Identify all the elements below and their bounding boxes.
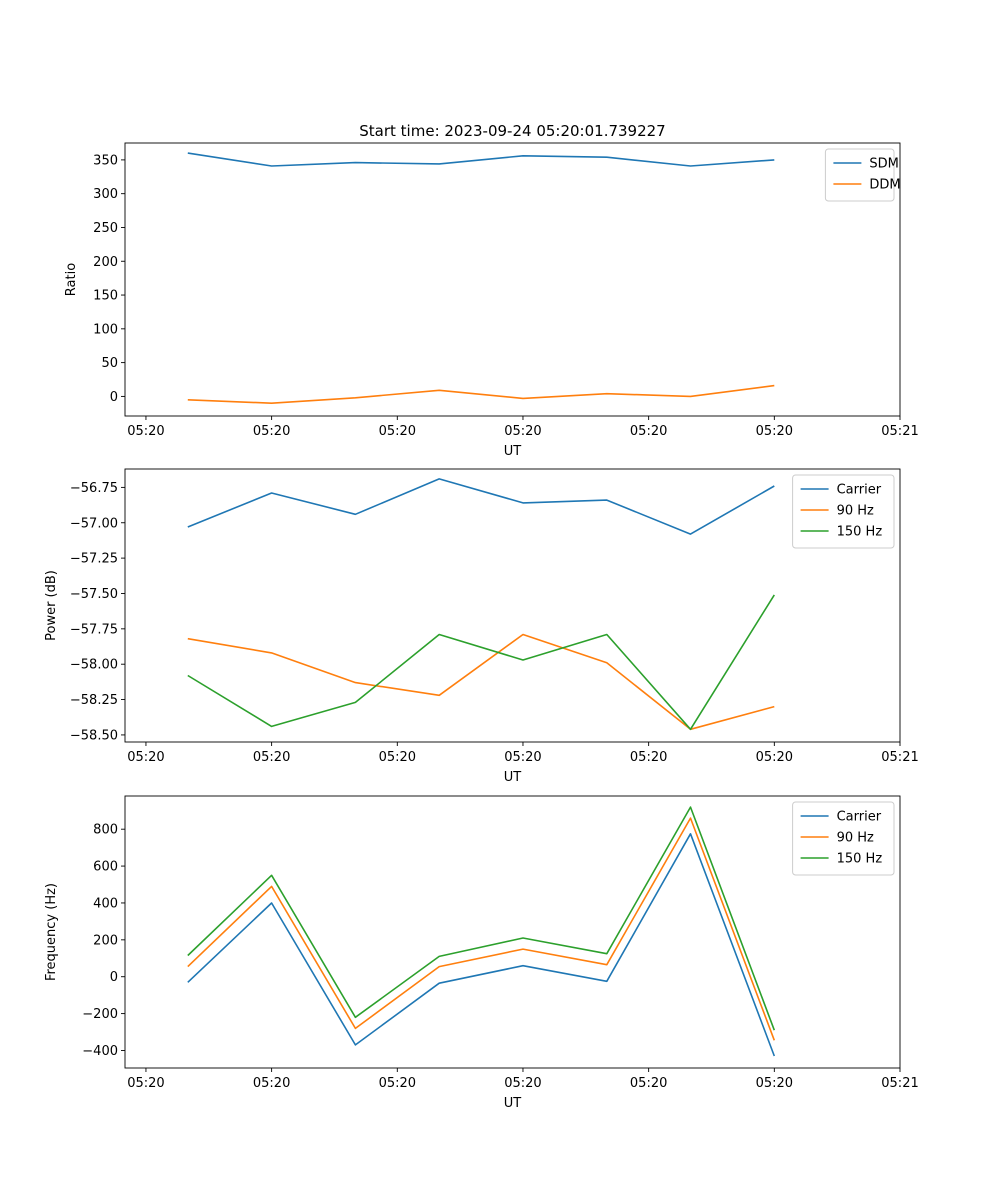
x-axis-label: UT — [504, 770, 522, 785]
y-tick-label: 300 — [93, 187, 118, 202]
x-tick-label: 05:21 — [881, 750, 918, 765]
legend-label: SDM — [869, 157, 898, 172]
series-line-90-hz — [187, 817, 776, 1041]
chart-panel-1: 05:20 05:20 05:20 05:20 05:20 05:20 05:21 0 50 10… — [64, 142, 919, 459]
y-tick-label: −57.75 — [70, 622, 118, 637]
y-tick-label: 100 — [93, 322, 118, 337]
x-tick-label: 05:20 — [379, 424, 416, 439]
x-tick-label: 05:20 — [630, 1076, 667, 1091]
x-tick-label: 05:20 — [253, 1076, 290, 1091]
chart-panel-2: 05:20 05:20 05:20 05:20 05:20 05:20 05:21 −58.5… — [44, 468, 919, 785]
legend-label: DDM — [869, 178, 900, 193]
x-tick-label: 05:20 — [504, 424, 541, 439]
y-axis-label: Power (dB) — [44, 570, 59, 641]
x-axis-label: UT — [504, 444, 522, 459]
legend-box — [824, 148, 895, 202]
series-line-carrier — [187, 832, 776, 1057]
y-tick-label: −57.50 — [70, 587, 118, 602]
x-tick-label: 05:21 — [881, 1076, 918, 1091]
x-tick-label: 05:20 — [379, 750, 416, 765]
series-line-90-hz — [187, 633, 775, 731]
y-tick-label: 200 — [93, 933, 118, 948]
y-axis-label: Ratio — [64, 263, 79, 296]
y-tick-label: −56.75 — [70, 481, 118, 496]
x-tick-label: 05:20 — [253, 424, 290, 439]
x-tick-label: 05:20 — [127, 424, 164, 439]
chart-panel-3: 05:20 05:20 05:20 05:20 05:20 05:20 05:21 −400 −… — [44, 795, 919, 1111]
legend-label: 150 Hz — [837, 852, 883, 867]
legend-label: Carrier — [837, 810, 882, 825]
legend-label: 90 Hz — [837, 504, 874, 519]
y-tick-label: 150 — [93, 289, 118, 304]
y-tick-label: −58.50 — [70, 728, 118, 743]
x-tick-label: 05:20 — [127, 1076, 164, 1091]
legend-label: 90 Hz — [837, 831, 874, 846]
x-tick-label: 05:20 — [756, 750, 793, 765]
x-tick-label: 05:20 — [504, 1076, 541, 1091]
x-tick-label: 05:20 — [379, 1076, 416, 1091]
y-tick-label: −57.25 — [70, 552, 118, 567]
x-tick-label: 05:20 — [756, 1076, 793, 1091]
legend-box — [792, 474, 895, 549]
y-tick-label: 350 — [93, 153, 118, 168]
x-tick-label: 05:20 — [630, 750, 667, 765]
x-tick-label: 05:20 — [504, 750, 541, 765]
x-tick-label: 05:21 — [881, 424, 918, 439]
legend: SDM DDM — [824, 148, 901, 202]
y-tick-label: 50 — [101, 356, 118, 371]
axes-frame — [124, 142, 901, 417]
legend-box — [792, 801, 895, 876]
axes-frame — [124, 468, 901, 743]
y-tick-label: 250 — [93, 221, 118, 236]
y-tick-label: −400 — [82, 1044, 118, 1059]
legend: Carrier 90 Hz 150 Hz — [792, 474, 895, 549]
y-tick-label: 0 — [110, 390, 118, 405]
legend-label: Carrier — [837, 483, 882, 498]
series-line-sdm — [187, 152, 775, 167]
y-axis-label: Frequency (Hz) — [44, 883, 59, 981]
y-tick-label: 600 — [93, 860, 118, 875]
series-line-150-hz — [187, 594, 775, 731]
series-line-ddm — [187, 384, 775, 405]
y-tick-label: 800 — [93, 823, 118, 838]
x-axis-label: UT — [504, 1096, 522, 1111]
y-tick-label: 0 — [110, 970, 118, 985]
y-tick-label: −58.00 — [70, 658, 118, 673]
y-tick-label: −57.00 — [70, 516, 118, 531]
figure-title: Start time: 2023-09-24 05:20:01.739227 — [359, 122, 665, 140]
x-tick-label: 05:20 — [127, 750, 164, 765]
x-tick-label: 05:20 — [630, 424, 667, 439]
x-tick-label: 05:20 — [253, 750, 290, 765]
axes-frame — [124, 795, 901, 1069]
x-tick-label: 05:20 — [756, 424, 793, 439]
y-tick-label: 200 — [93, 255, 118, 270]
y-tick-label: −58.25 — [70, 693, 118, 708]
legend-label: 150 Hz — [837, 525, 883, 540]
legend: Carrier 90 Hz 150 Hz — [792, 801, 895, 876]
y-tick-label: 400 — [93, 896, 118, 911]
series-line-150-hz — [187, 806, 776, 1031]
y-tick-label: −200 — [82, 1007, 118, 1022]
series-line-carrier — [187, 478, 775, 535]
